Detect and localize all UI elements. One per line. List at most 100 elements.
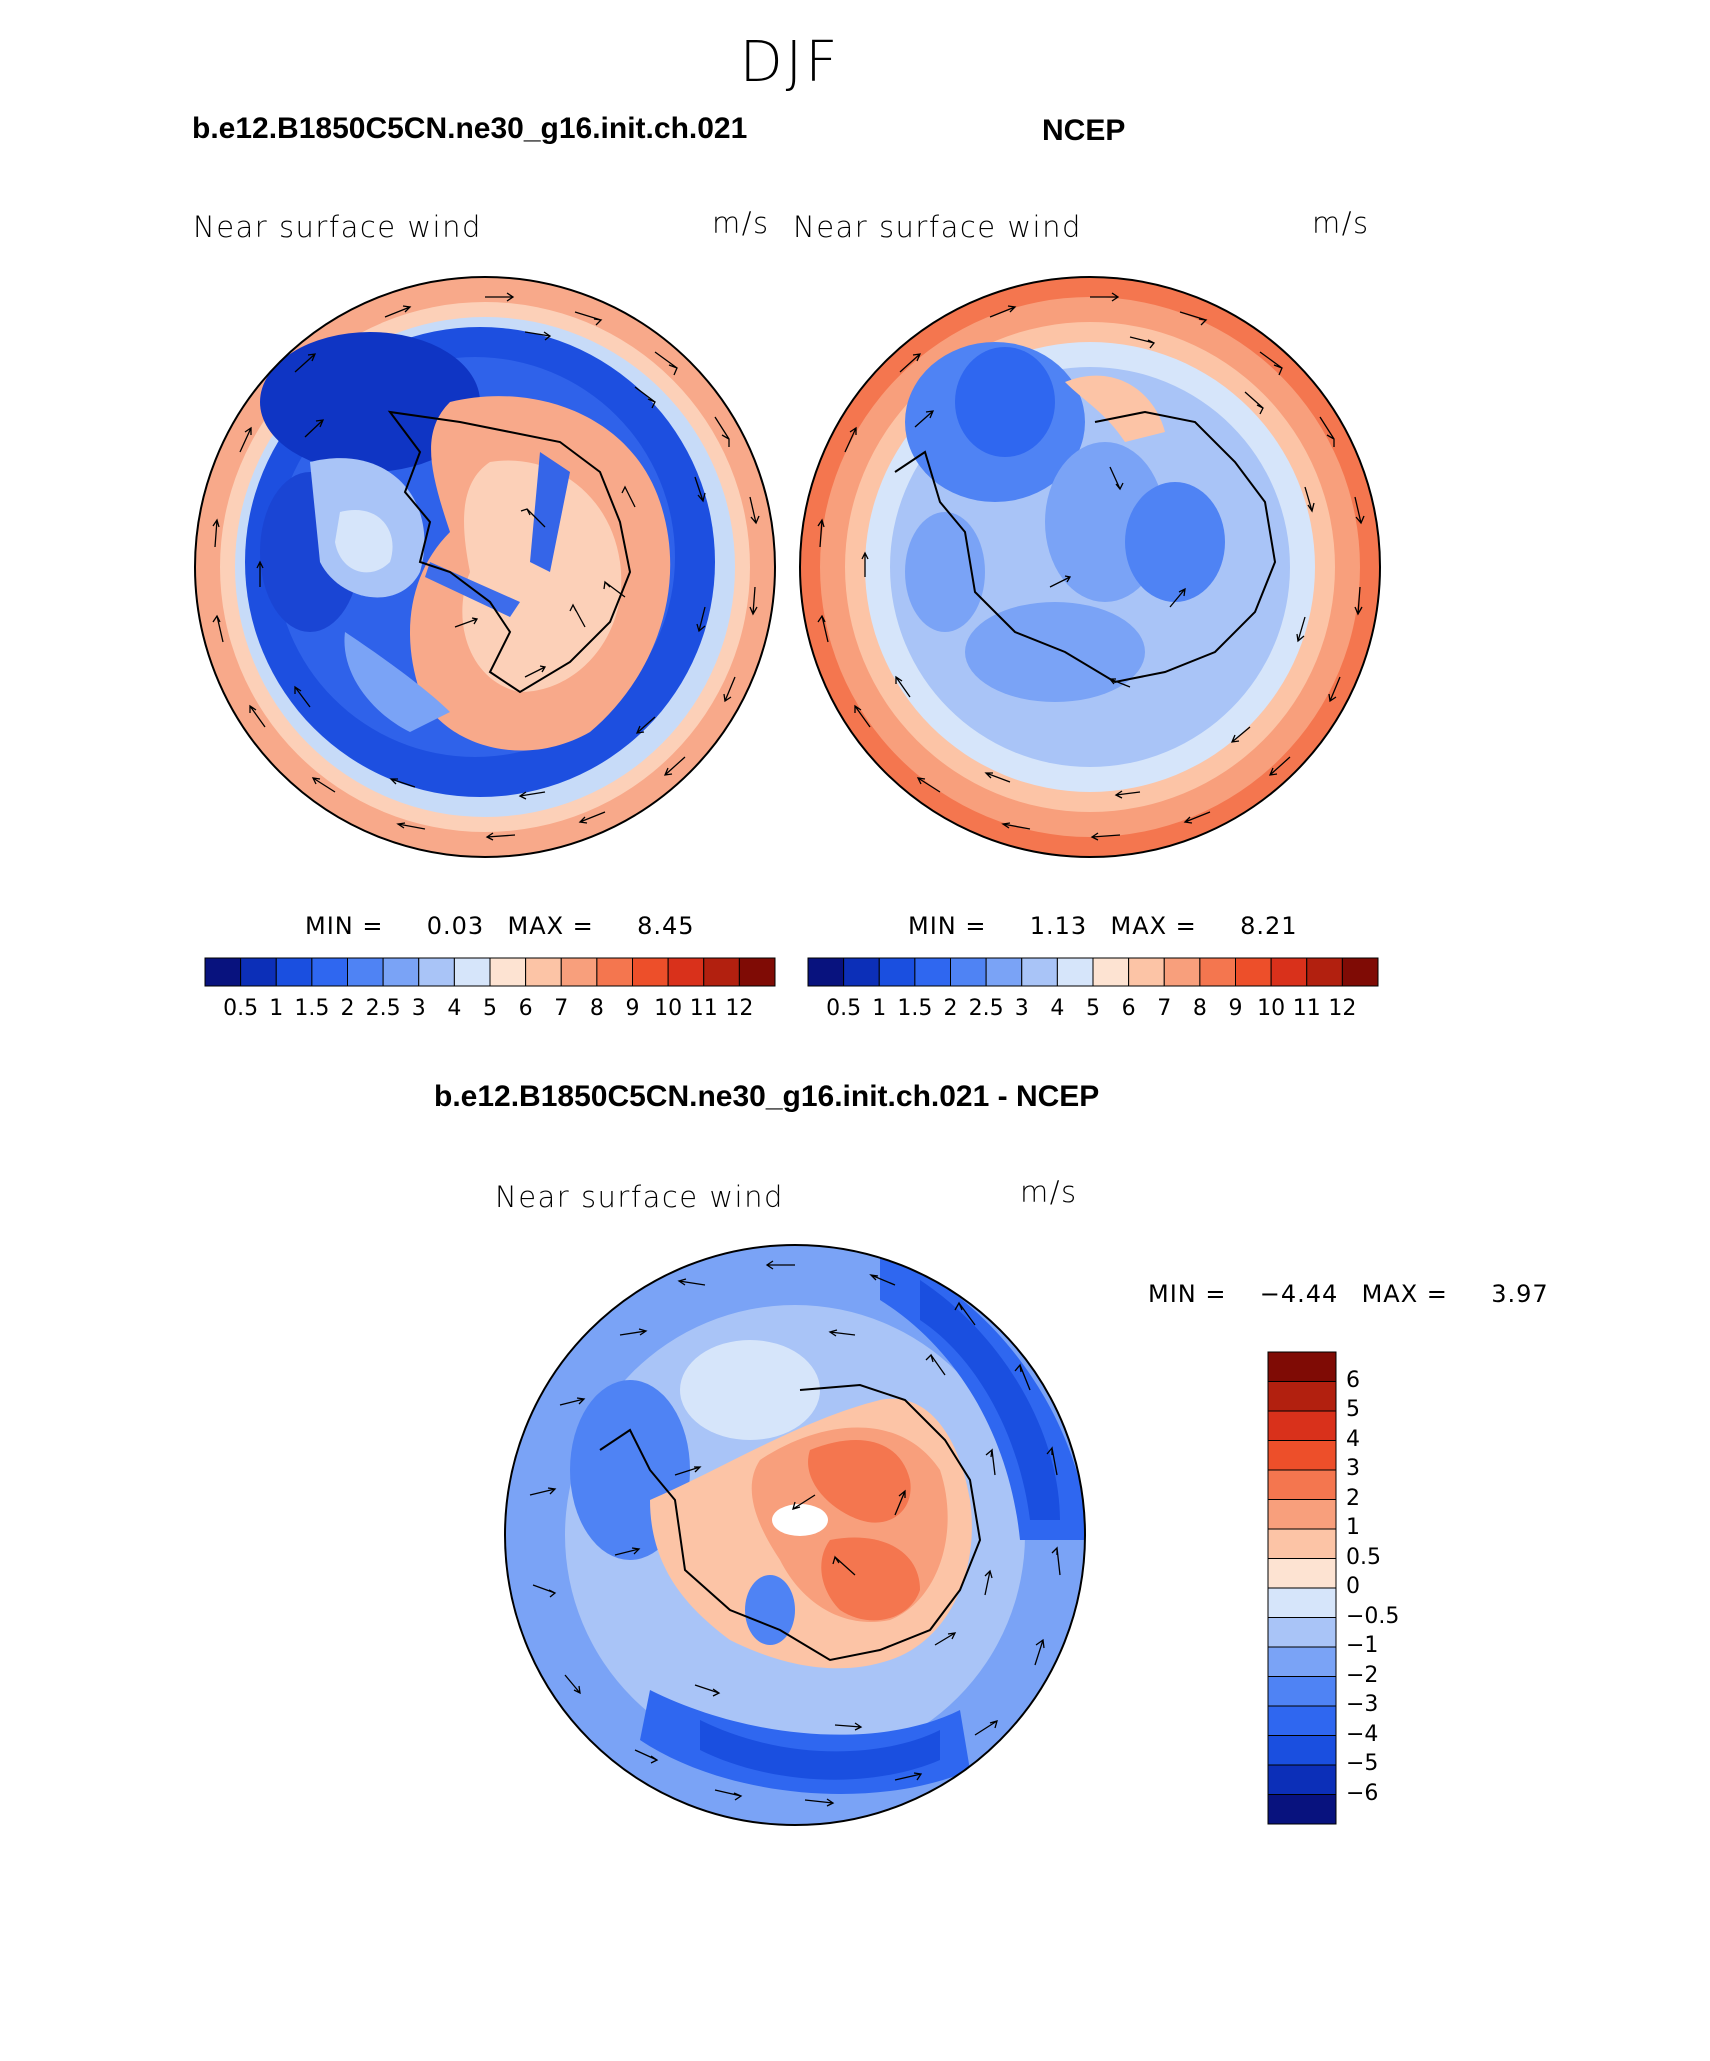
- panel-1-colorbar-swatch: [453, 957, 491, 987]
- panel-1-title: b.e12.B1850C5CN.ne30_g16.init.ch.021: [192, 112, 748, 145]
- panel-2-colorbar-tick-label: 7: [1157, 996, 1172, 1021]
- panel-2-colorbar-tick-label: 12: [1328, 996, 1357, 1021]
- panel-1-colorbar-tick-label: 3: [411, 996, 426, 1021]
- panel-3-colorbar-swatch: [1267, 1587, 1337, 1618]
- panel-1-colorbar-swatch: [418, 957, 455, 987]
- panel-3-min-label: MIN =: [1148, 1280, 1227, 1308]
- panel-3-colorbar-tick-label: 2: [1346, 1485, 1360, 1511]
- panel-3-colorbar: [1267, 1351, 1337, 1825]
- panel-2-colorbar: [807, 957, 1379, 987]
- panel-3-colorbar-tick-label: −1: [1346, 1633, 1379, 1658]
- panel-2-colorbar-tick-label: 3: [1014, 996, 1029, 1021]
- panel-2-colorbar-swatch: [1199, 957, 1236, 987]
- panel-1-colorbar-swatch: [382, 957, 420, 987]
- panel-2-colorbar-tick-label: 1: [872, 996, 887, 1021]
- panel-1-colorbar-tick-label: 9: [625, 996, 640, 1021]
- panel-2-colorbar-swatch: [1092, 957, 1130, 987]
- panel-2-colorbar-swatches: [807, 957, 1379, 987]
- panel-1-colorbar-swatch: [240, 957, 277, 987]
- panel-3-colorbar-swatch: [1267, 1617, 1337, 1648]
- panel-2-colorbar-tick-label: 10: [1257, 996, 1286, 1021]
- panel-1-min-label: MIN =: [305, 912, 384, 940]
- panel-3-colorbar-swatch: [1267, 1381, 1337, 1412]
- panel-1-polar-map: [194, 276, 776, 858]
- panel-3-minmax: MIN = −4.44 MAX = 3.97: [1148, 1280, 1549, 1308]
- panel-3-colorbar-tick-label: 5: [1346, 1397, 1360, 1422]
- panel-3-colorbar-tick-label: 6: [1346, 1367, 1360, 1393]
- panel-3-colorbar-tick-label: −4: [1346, 1721, 1379, 1747]
- panel-1-colorbar-swatch: [489, 957, 527, 987]
- panel-3-colorbar-tick-label: −5: [1346, 1751, 1379, 1776]
- panel-2-colorbar-tick-label: 2: [943, 996, 958, 1021]
- panel-1-minmax: MIN = 0.03 MAX = 8.45: [305, 912, 695, 940]
- panel-1-colorbar-labels: 0.5 1 1.5 2 2.5 3 4 5 6 7 8 9 10 11 12: [205, 996, 775, 1026]
- panel-1-colorbar-tick-label: 0.5: [223, 996, 259, 1021]
- panel-3-colorbar-swatch: [1267, 1558, 1337, 1589]
- panel-2-colorbar-swatch: [1021, 957, 1058, 987]
- panel-2-colorbar-tick-label: 8: [1192, 996, 1207, 1021]
- panel-1-colorbar-swatch: [667, 957, 705, 987]
- panel-1-colorbar-swatch: [275, 957, 313, 987]
- panel-2-variable-label: Near surface wind: [793, 210, 1082, 244]
- panel-3-colorbar-swatch: [1267, 1499, 1337, 1530]
- panel-1-min-value: 0.03: [426, 912, 485, 940]
- panel-3-max-label: MAX =: [1361, 1280, 1448, 1308]
- panel-2-colorbar-tick-label: 4: [1050, 996, 1065, 1021]
- panel-2-colorbar-swatch: [985, 957, 1023, 987]
- panel-1-colorbar-tick-label: 12: [725, 996, 754, 1021]
- wind-vectors: [212, 292, 760, 841]
- panel-2-title: NCEP: [1042, 114, 1126, 147]
- panel-1-colorbar-swatch: [560, 957, 598, 987]
- panel-2-colorbar-tick-label: 0.5: [826, 996, 862, 1021]
- panel-3-colorbar-swatches: [1267, 1351, 1337, 1825]
- panel-3-colorbar-tick-label: 0: [1346, 1574, 1360, 1599]
- panel-2-colorbar-tick-label: 2.5: [968, 996, 1004, 1021]
- panel-3-variable-label: Near surface wind: [495, 1180, 784, 1214]
- panel-2-colorbar-swatch: [1235, 957, 1272, 987]
- wind-vectors: [529, 1260, 1061, 1807]
- panel-2-colorbar-swatch: [1270, 957, 1308, 987]
- panel-3-polar-map: [504, 1244, 1086, 1826]
- panel-2-colorbar-swatch: [807, 957, 845, 987]
- panel-2-colorbar-swatch: [878, 957, 916, 987]
- panel-1-colorbar-swatch: [347, 957, 384, 987]
- panel-1-colorbar-swatch: [525, 957, 562, 987]
- panel-2-polar-map: [799, 276, 1381, 858]
- panel-3-colorbar-tick-label: −6: [1346, 1780, 1379, 1806]
- panel-2-colorbar-swatch: [1341, 957, 1379, 987]
- panel-3-colorbar-swatch: [1267, 1528, 1337, 1559]
- panel-3-colorbar-swatch: [1267, 1705, 1337, 1736]
- panel-3-colorbar-tick-label: 1: [1346, 1515, 1360, 1540]
- figure-title: DJF: [739, 30, 841, 95]
- panel-3-colorbar-swatch: [1267, 1794, 1337, 1825]
- panel-2-colorbar-swatch: [1306, 957, 1343, 987]
- panel-1-max-value: 8.45: [637, 912, 695, 940]
- panel-2-colorbar-swatch: [1128, 957, 1165, 987]
- panel-2-max-label: MAX =: [1110, 912, 1197, 940]
- panel-2-colorbar-tick-label: 11: [1292, 996, 1321, 1021]
- panel-3-colorbar-tick-label: 4: [1346, 1426, 1360, 1452]
- panel-3-colorbar-swatch: [1267, 1764, 1337, 1795]
- panel-2-colorbar-swatch: [1056, 957, 1094, 987]
- panel-1-colorbar-tick-label: 1.5: [294, 996, 330, 1021]
- panel-2-colorbar-tick-label: 1.5: [897, 996, 933, 1021]
- panel-3-colorbar-tick-label: 3: [1346, 1456, 1360, 1481]
- panel-3-max-value: 3.97: [1491, 1280, 1549, 1308]
- panel-2-colorbar-tick-label: 6: [1121, 996, 1136, 1021]
- panel-1-colorbar-swatch: [596, 957, 633, 987]
- panel-1-colorbar-tick-label: 2: [340, 996, 355, 1021]
- panel-1-colorbar-tick-label: 1: [269, 996, 284, 1021]
- panel-2-colorbar-tick-label: 5: [1086, 996, 1100, 1021]
- panel-1-colorbar-swatch: [204, 957, 242, 987]
- panel-2-units-label: m/s: [1312, 206, 1370, 240]
- panel-1-colorbar: [204, 957, 776, 987]
- panel-1-colorbar-tick-label: 2.5: [365, 996, 401, 1021]
- panel-2-colorbar-swatch: [914, 957, 951, 987]
- panel-2-colorbar-labels: 0.5 1 1.5 2 2.5 3 4 5 6 7 8 9 10 11 12: [808, 996, 1378, 1026]
- panel-1-colorbar-tick-label: 6: [518, 996, 533, 1021]
- panel-1-colorbar-tick-label: 7: [554, 996, 569, 1021]
- panel-1-colorbar-tick-label: 4: [447, 996, 462, 1021]
- panel-3-colorbar-swatch: [1267, 1469, 1337, 1500]
- panel-2-minmax: MIN = 1.13 MAX = 8.21: [908, 912, 1298, 940]
- wind-vectors: [817, 292, 1365, 841]
